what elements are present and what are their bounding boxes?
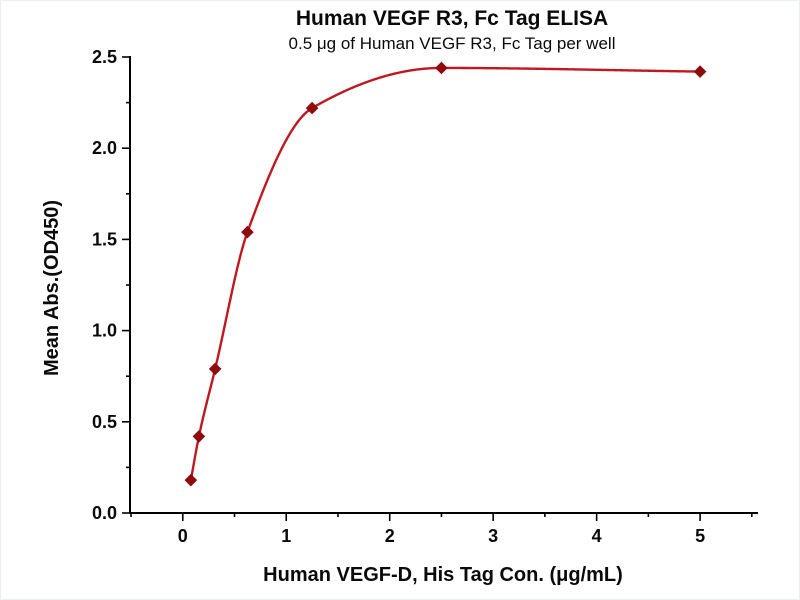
- y-tick-label: 2.5: [92, 47, 117, 67]
- x-tick-label: 2: [385, 526, 395, 546]
- x-tick-label: 1: [281, 526, 291, 546]
- data-point-marker: [305, 101, 319, 115]
- data-point-marker: [184, 473, 198, 487]
- x-tick-label: 5: [695, 526, 705, 546]
- x-axis-title: Human VEGF-D, His Tag Con. (μg/mL): [263, 564, 623, 586]
- y-tick-label: 1.5: [92, 229, 117, 249]
- data-point-marker: [693, 65, 707, 78]
- chart-axes: 0 1 2 3 4 5 0.0 0.5 1.0 1.5 2.0 2.5: [92, 47, 758, 546]
- x-tick-label: 4: [592, 526, 602, 546]
- fit-curve-path: [189, 66, 702, 482]
- y-tick-label: 2.0: [92, 138, 117, 158]
- chart-subtitle: 0.5 μg of Human VEGF R3, Fc Tag per well: [289, 34, 616, 53]
- data-point-marker: [192, 430, 206, 443]
- data-point-marker: [208, 362, 222, 376]
- x-tick-label: 3: [488, 526, 498, 546]
- data-point-marker: [435, 61, 448, 75]
- y-tick-label: 0.5: [92, 412, 117, 432]
- y-tick-label: 0.0: [92, 503, 117, 523]
- fit-curve: [189, 66, 702, 482]
- chart-title: Human VEGF R3, Fc Tag ELISA: [296, 7, 608, 30]
- y-tick-label: 1.0: [92, 321, 117, 341]
- x-tick-label: 0: [178, 526, 188, 546]
- data-point-marker: [241, 225, 254, 239]
- data-points: [184, 61, 707, 487]
- y-axis-title: Mean Abs.(OD450): [41, 200, 63, 376]
